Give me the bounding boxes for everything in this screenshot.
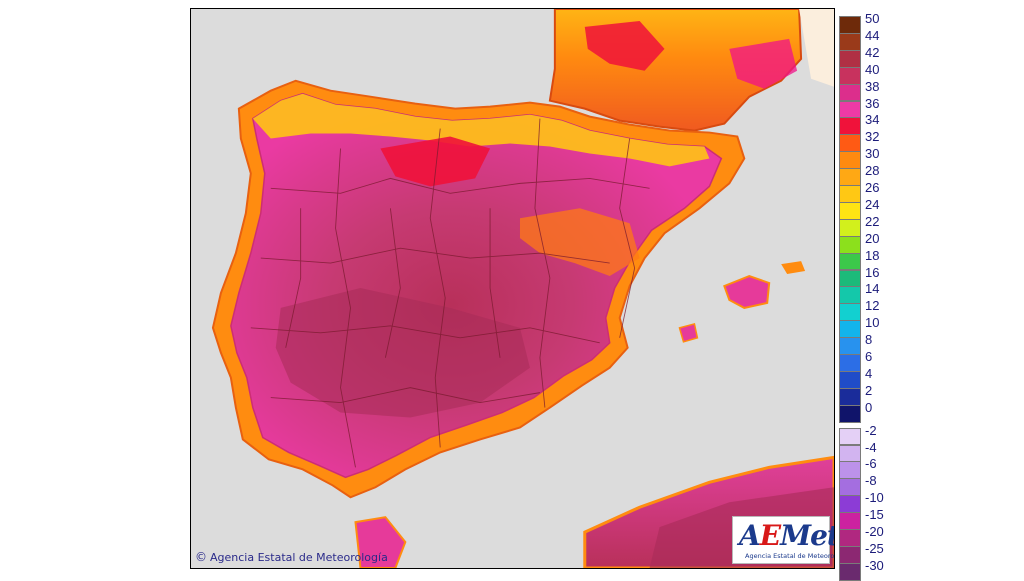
legend-swatch (839, 83, 861, 102)
legend-label: 28 (865, 163, 880, 179)
france-corner (799, 9, 834, 87)
copyright-notice: © Agencia Estatal de Meteorología (195, 550, 388, 564)
map-canvas (211, 9, 834, 568)
legend-label: 12 (865, 298, 880, 314)
legend-swatch (839, 117, 861, 136)
legend-swatch (839, 201, 861, 220)
legend-swatch (839, 32, 861, 51)
legend-label: 44 (865, 27, 880, 43)
menorca (781, 261, 806, 275)
legend-label: 38 (865, 78, 880, 94)
legend-label: 2 (865, 382, 873, 398)
legend-label: 6 (865, 349, 873, 364)
ibiza (678, 322, 699, 343)
france-east-hot (729, 38, 798, 89)
logo-letters-met: Met (780, 519, 835, 552)
legend-swatch (839, 461, 861, 480)
legend-label: 22 (865, 213, 880, 229)
legend-label: -20 (865, 524, 884, 539)
legend-swatch (839, 66, 861, 85)
legend-swatch (839, 100, 861, 119)
logo-letter-e: E (759, 519, 781, 552)
legend-swatch (839, 404, 861, 423)
east-warm-zone (519, 208, 640, 277)
legend-swatch (839, 427, 861, 446)
legend-swatch (839, 512, 861, 530)
legend-swatch (839, 337, 861, 355)
legend-swatch (839, 235, 861, 254)
legend-label: 8 (865, 332, 873, 348)
legend-label: 20 (865, 230, 880, 246)
legend-label: 40 (865, 61, 880, 77)
legend-swatch (839, 545, 861, 564)
legend-label: -10 (865, 490, 884, 506)
france-hot-patch (584, 20, 665, 71)
temperature-legend: 50 44 42 40 38 36 34 32 30 28 26 24 22 20 18 16 14 12 10 8 6… (839, 12, 884, 581)
legend-label: -4 (865, 439, 877, 455)
legend-label: 32 (865, 129, 880, 145)
legend-swatch (839, 151, 861, 170)
legend-swatch (839, 168, 861, 186)
legend-label: 34 (865, 112, 880, 128)
legend-swatch (839, 303, 861, 322)
legend-swatch (839, 16, 861, 34)
legend-label: 10 (865, 315, 880, 331)
logo-subtitle: Agencia Estatal de Meteorología (745, 552, 835, 560)
copyright-text: Agencia Estatal de Meteorología (210, 551, 388, 564)
legend-swatch (839, 354, 861, 372)
legend-swatch (839, 562, 861, 581)
legend-swatch (839, 320, 861, 339)
legend-swatch (839, 134, 861, 153)
legend-label: -6 (865, 456, 877, 472)
legend-label: 26 (865, 180, 880, 195)
legend-label: -8 (865, 473, 877, 489)
legend-swatch (839, 529, 861, 547)
legend-label: 18 (865, 247, 880, 263)
logo-letter-a: A (739, 519, 761, 552)
north-red-spot (380, 136, 491, 187)
legend-label: 14 (865, 281, 880, 297)
legend-label: -2 (865, 422, 877, 438)
copyright-icon: © (195, 550, 207, 564)
legend-label: 4 (865, 365, 873, 381)
legend-swatch (839, 269, 861, 288)
north-band (252, 93, 710, 167)
legend-label: -15 (865, 507, 884, 523)
legend-swatch (839, 387, 861, 406)
legend-swatch (839, 370, 861, 389)
legend-label: 50 (865, 11, 880, 26)
legend-label: 36 (865, 95, 880, 111)
legend-label: 42 (865, 44, 880, 60)
legend-swatch (839, 444, 861, 463)
logo-mark: AEMet (739, 519, 835, 552)
legend-swatch (839, 495, 861, 514)
temperature-map: © Agencia Estatal de Meteorología AEMet A… (190, 8, 835, 569)
legend-label: 16 (865, 264, 880, 280)
legend-swatch (839, 478, 861, 497)
legend-label: -30 (865, 557, 884, 573)
legend-label: 30 (865, 146, 880, 162)
legend-label: 24 (865, 196, 880, 212)
mallorca (723, 274, 771, 309)
strait-piece (354, 516, 407, 568)
legend-swatch (839, 252, 861, 271)
aemet-logo: AEMet Agencia Estatal de Meteorología (732, 516, 834, 564)
legend-swatch (839, 185, 861, 203)
legend-swatch (839, 49, 861, 68)
province-boundaries (250, 118, 650, 468)
legend-label: -25 (865, 540, 884, 556)
legend-swatch (839, 218, 861, 237)
south-core (275, 288, 530, 418)
legend-label: 0 (865, 399, 873, 415)
legend-swatch (839, 286, 861, 305)
